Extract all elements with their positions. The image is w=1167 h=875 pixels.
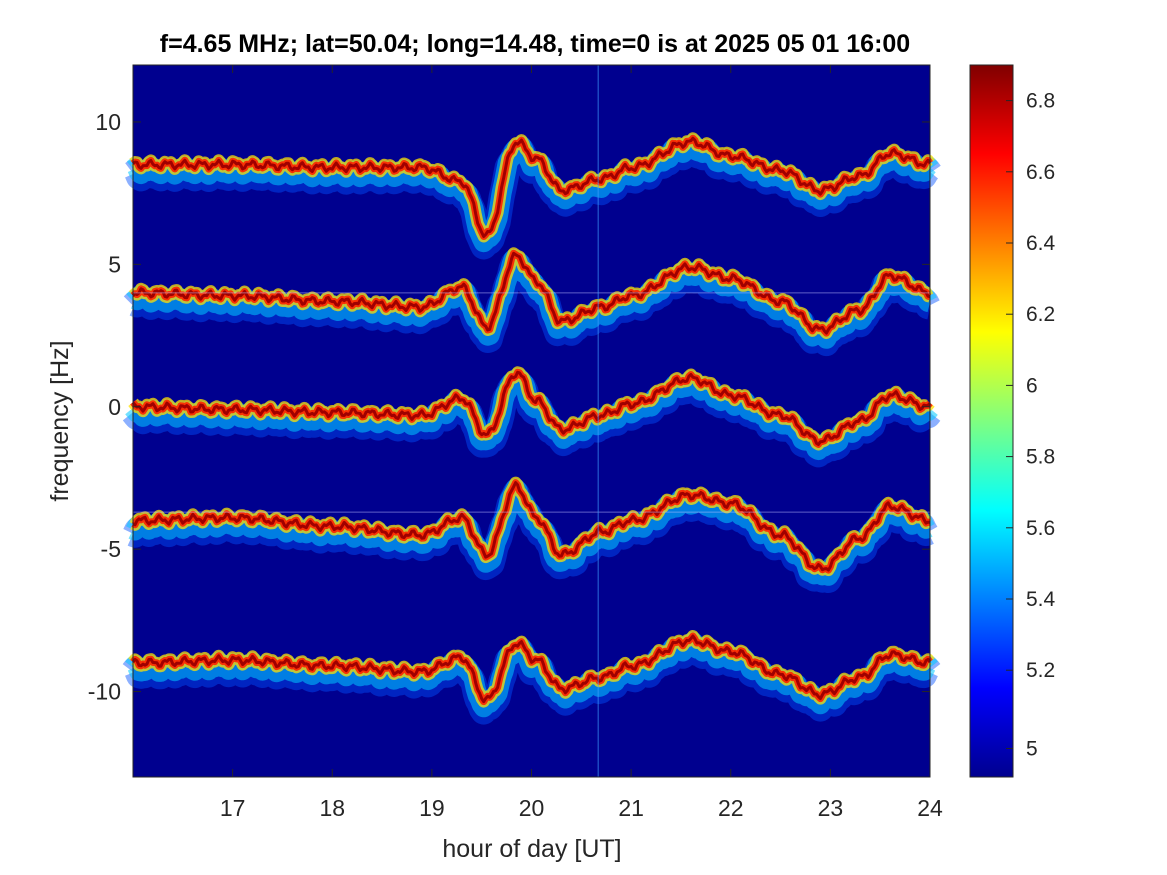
colorbar-tick-label: 6.6 [1026, 161, 1055, 184]
x-tick-label: 22 [718, 795, 744, 821]
x-tick-label: 23 [818, 795, 844, 821]
colorbar-tick-label: 5.8 [1026, 446, 1055, 469]
x-tick-label: 20 [519, 795, 545, 821]
x-axis-label: hour of day [UT] [442, 835, 621, 863]
y-tick-label: 0 [108, 394, 121, 420]
y-tick-label: -10 [88, 679, 121, 705]
trace-band [122, 630, 941, 725]
chart-title: f=4.65 MHz; lat=50.04; long=14.48, time=… [160, 30, 910, 58]
colorbar-tick-label: 5 [1026, 738, 1038, 761]
trace-line [131, 370, 932, 446]
trace-band [122, 476, 941, 593]
y-axis: 10 5 0 -5 -10 [88, 109, 930, 705]
x-tick-label: 18 [319, 795, 345, 821]
colorbar-gradient [969, 64, 1014, 778]
colorbar-tick-label: 5.4 [1026, 588, 1056, 611]
spectral-traces [122, 65, 941, 777]
x-tick-label: 17 [220, 795, 246, 821]
colorbar: 5 5.2 5.4 5.6 5.8 6 6.2 6.4 6.6 6.8 [969, 64, 1056, 778]
colorbar-tick-label: 5.6 [1026, 517, 1055, 540]
colorbar-tick-label: 5.2 [1026, 659, 1055, 682]
trace-line [132, 481, 931, 572]
trace-line [132, 136, 932, 238]
trace-band [122, 366, 941, 468]
y-axis-label: frequency [Hz] [46, 340, 74, 501]
plot-area [122, 64, 941, 778]
colorbar-tick-label: 6.8 [1026, 90, 1055, 113]
x-tick-label: 21 [618, 795, 644, 821]
trace-band [122, 247, 941, 357]
y-tick-label: -5 [101, 536, 121, 562]
trace-line [131, 251, 931, 335]
x-tick-label: 24 [917, 795, 943, 821]
colorbar-tick-label: 6 [1026, 374, 1038, 397]
colorbar-tick-label: 6.2 [1026, 303, 1055, 326]
colorbar-ticks: 5 5.2 5.4 5.6 5.8 6 6.2 6.4 6.6 6.8 [1006, 90, 1056, 761]
x-tick-label: 19 [419, 795, 445, 821]
y-tick-label: 5 [108, 251, 121, 277]
trace-band [122, 132, 941, 260]
colorbar-tick-label: 6.4 [1026, 232, 1056, 255]
x-axis: 17 18 19 20 21 22 23 24 [220, 65, 943, 821]
y-tick-label: 10 [95, 109, 121, 135]
trace-line [131, 634, 932, 704]
